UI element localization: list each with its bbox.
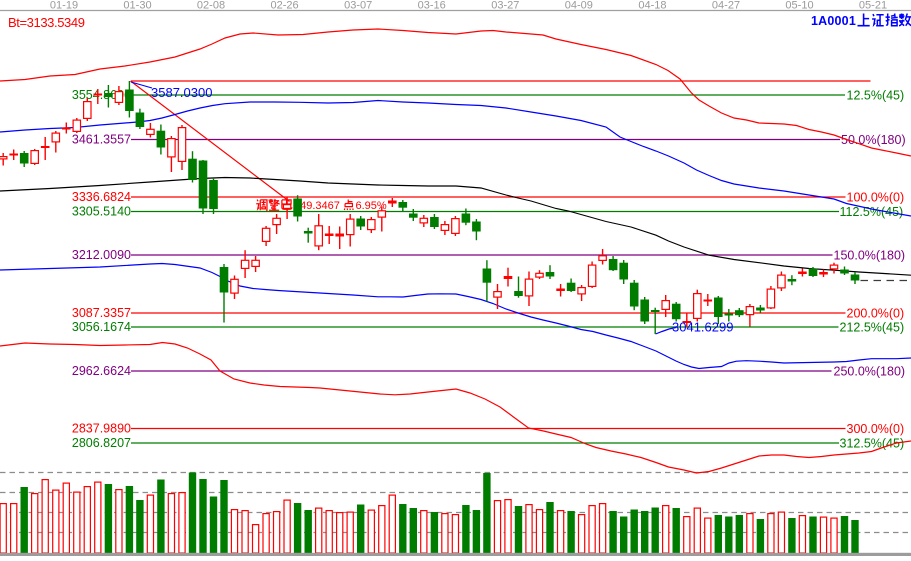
svg-text:3212.0090: 3212.0090	[72, 248, 131, 262]
svg-text:100.0%(0): 100.0%(0)	[847, 191, 905, 205]
svg-text:212.5%(45): 212.5%(45)	[840, 321, 905, 335]
svg-text:50.0%(180): 50.0%(180)	[841, 133, 906, 147]
svg-text:6.95%: 6.95%	[356, 200, 387, 212]
svg-text:03-07: 03-07	[344, 0, 372, 12]
svg-text:01-19: 01-19	[50, 0, 78, 12]
svg-text:04-27: 04-27	[712, 0, 740, 12]
svg-text:04-18: 04-18	[638, 0, 666, 12]
svg-text:3305.5140: 3305.5140	[72, 205, 131, 219]
svg-text:312.5%(45): 312.5%(45)	[840, 437, 905, 451]
svg-text:2806.8207: 2806.8207	[72, 436, 131, 450]
svg-text:02-26: 02-26	[271, 0, 299, 12]
svg-text:02-08: 02-08	[197, 0, 225, 12]
svg-text:3041.6299: 3041.6299	[672, 320, 733, 335]
svg-text:03-16: 03-16	[418, 0, 446, 12]
svg-text:04-09: 04-09	[565, 0, 593, 12]
svg-text:3461.3557: 3461.3557	[72, 133, 131, 147]
svg-text:3587.0300: 3587.0300	[151, 85, 212, 100]
svg-text:1A0001: 1A0001	[811, 14, 856, 28]
svg-text:2962.6624: 2962.6624	[72, 364, 131, 378]
svg-text:3336.6824: 3336.6824	[72, 190, 131, 204]
svg-text:03-27: 03-27	[491, 0, 519, 12]
svg-text:05-10: 05-10	[785, 0, 813, 12]
svg-text:3087.3357: 3087.3357	[72, 306, 131, 320]
svg-text:Bt=3133.5349: Bt=3133.5349	[8, 15, 85, 30]
svg-text:3056.1674: 3056.1674	[72, 320, 131, 334]
svg-text:112.5%(45): 112.5%(45)	[840, 205, 904, 219]
svg-text:12.5%(45): 12.5%(45)	[847, 89, 905, 103]
svg-text:250.0%(180): 250.0%(180)	[834, 365, 906, 379]
svg-text:2837.9890: 2837.9890	[72, 422, 131, 436]
svg-text:05-21: 05-21	[859, 0, 887, 12]
svg-text:200.0%(0): 200.0%(0)	[847, 307, 905, 321]
svg-text:01-30: 01-30	[123, 0, 151, 12]
svg-text:249.3467: 249.3467	[294, 200, 340, 212]
svg-text:300.0%(0): 300.0%(0)	[847, 422, 905, 436]
svg-text:150.0%(180): 150.0%(180)	[834, 249, 906, 263]
